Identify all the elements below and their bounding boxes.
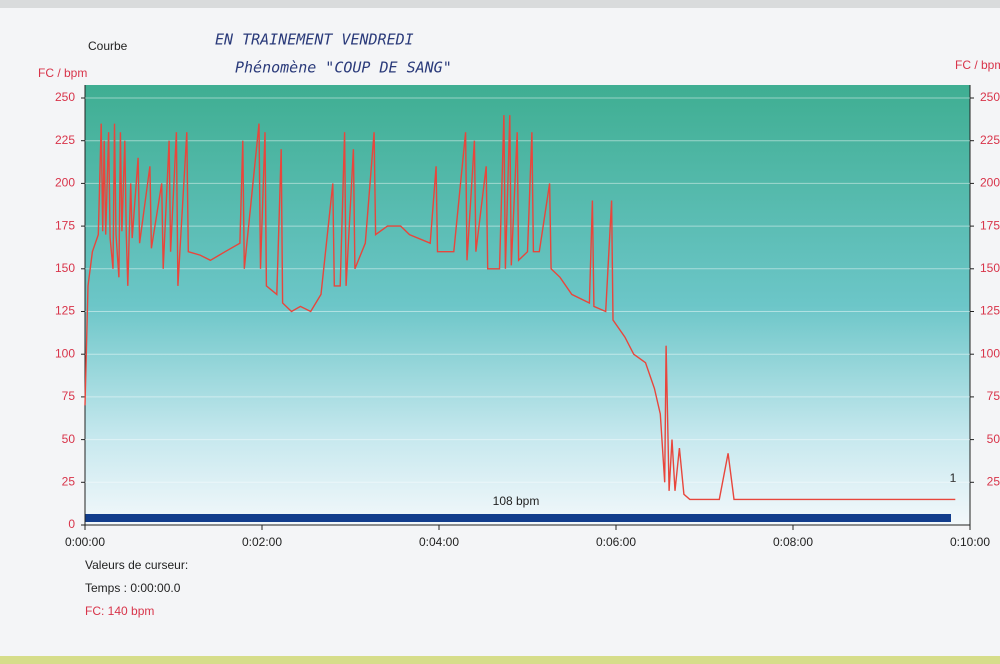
chart-title: Courbe [88,39,128,53]
y-tick-label: 150 [55,261,75,275]
y-tick-label: 225 [55,133,75,147]
y-tick-label: 75 [62,389,76,403]
y2-tick-label: 50 [987,432,1000,446]
y2-tick-label: 25 [987,474,1000,488]
annotation: EN TRAINEMENT VENDREDI [215,31,414,49]
annotation: Phénomène "COUP DE SANG" [235,59,452,77]
y2-tick-label: 175 [980,218,1000,232]
data-line [84,115,956,501]
y2-tick-label: 200 [980,176,1000,190]
x-tick-label: 0:06:00 [596,535,636,549]
y2-tick-label: 225 [980,133,1000,147]
y2-tick-label: 75 [987,389,1000,403]
y2-tick-label: 125 [980,304,1000,318]
y2-tick-label: 100 [980,346,1000,360]
y2-tick-label: 150 [980,261,1000,275]
x-tick-label: 0:00:00 [65,535,105,549]
y-axis-label: FC / bpm [38,66,87,80]
y-tick-label: 200 [55,176,75,190]
average-band [85,514,951,522]
plot-area [85,85,970,525]
y-tick-label: 0 [68,517,75,531]
cursor-fc: FC: 140 bpm [85,604,154,618]
band-label: 108 bpm [493,494,540,508]
y-tick-label: 100 [55,346,75,360]
x-tick-label: 0:04:00 [419,535,459,549]
x-tick-label: 0:02:00 [242,535,282,549]
y-tick-label: 175 [55,218,75,232]
cursor-time: Temps : 0:00:00.0 [85,581,181,595]
end-marker: 1 [950,471,957,485]
y2-axis-label: FC / bpm [955,58,1000,72]
table-edge [0,656,1000,664]
y2-tick-label: 250 [980,90,1000,104]
x-tick-label: 0:08:00 [773,535,813,549]
cursor-heading: Valeurs de curseur: [85,558,188,572]
y-tick-label: 125 [55,304,75,318]
y-tick-label: 25 [62,474,76,488]
y-tick-label: 250 [55,90,75,104]
y-tick-label: 50 [62,432,76,446]
x-tick-label: 0:10:00 [950,535,990,549]
